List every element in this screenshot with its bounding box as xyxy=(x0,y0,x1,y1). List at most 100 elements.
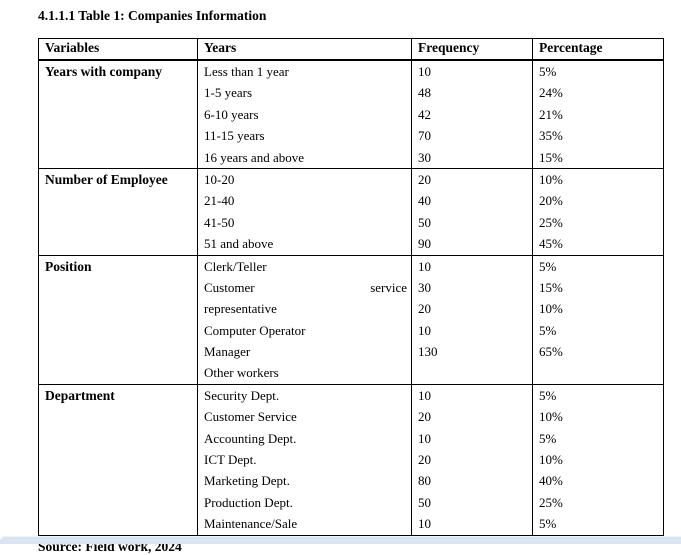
years-value-right: service xyxy=(370,279,407,295)
table-group-row: Department Security Dept. Customer Service… xyxy=(38,383,664,536)
years-cell: Less than 1 year 1-5 years 6-10 years 11-15… xyxy=(197,59,412,169)
years-value: 41-50 xyxy=(204,214,235,230)
frequency-value: 70 xyxy=(418,128,431,144)
frequency-value: 130 xyxy=(418,344,438,360)
years-value: 16 years and above xyxy=(204,149,304,165)
years-value: Computer Operator xyxy=(204,322,306,338)
frequency-value: 10 xyxy=(418,258,431,274)
percentage-value: 5% xyxy=(539,322,557,338)
frequency-value: 50 xyxy=(418,494,431,510)
frequency-value: 80 xyxy=(418,473,431,489)
years-value: 11-15 years xyxy=(204,128,265,144)
years-value: Manager xyxy=(204,344,251,360)
column-header-frequency: Frequency xyxy=(411,38,533,61)
frequency-cell: 10 30 20 10 130 xyxy=(411,254,533,385)
percentage-value: 15% xyxy=(539,279,563,295)
years-value: 1-5 years xyxy=(204,85,253,101)
percentage-value: 10% xyxy=(539,171,563,187)
variable-cell: Years with company xyxy=(38,59,198,169)
variable-label: Department xyxy=(45,387,115,403)
years-cell: 10-20 21-40 41-50 51 and above xyxy=(197,167,412,256)
years-cell: Clerk/Teller Customer service representativ… xyxy=(197,254,412,385)
years-value: Maintenance/Sale xyxy=(204,516,298,532)
percentage-value: 5% xyxy=(539,64,557,79)
frequency-value: 50 xyxy=(418,214,431,230)
years-value: Production Dept. xyxy=(204,494,293,510)
frequency-value: 10 xyxy=(418,387,431,403)
frequency-value: 90 xyxy=(418,236,431,252)
years-value: 10-20 xyxy=(204,171,235,187)
percentage-cell: 5% 10% 5% 10% 40% 25% 5% xyxy=(532,383,664,536)
table-group-row: Years with company Less than 1 year 1-5 ye… xyxy=(38,59,664,169)
frequency-value: 30 xyxy=(418,279,431,295)
table-group-row: Number of Employee 10-20 21-40 41-50 51 and … xyxy=(38,167,664,256)
years-value: Other workers xyxy=(204,365,279,381)
column-header-years: Years xyxy=(197,38,412,61)
frequency-value: 20 xyxy=(418,171,431,187)
window-bottom-edge xyxy=(0,536,681,544)
percentage-cell: 10% 20% 25% 45% xyxy=(532,167,664,256)
companies-info-table: Variables Years Frequency Percentage Yea… xyxy=(38,38,664,536)
years-value: representative xyxy=(204,301,277,317)
frequency-cell: 10 20 10 20 80 50 10 xyxy=(411,383,533,536)
variable-label: Number of Employee xyxy=(45,171,168,187)
years-value: ICT Dept. xyxy=(204,452,257,468)
frequency-cell: 20 40 50 90 xyxy=(411,167,533,256)
frequency-value: 40 xyxy=(418,193,431,209)
years-value: Security Dept. xyxy=(204,387,280,403)
frequency-value: 30 xyxy=(418,149,431,165)
years-value: Clerk/Teller xyxy=(204,258,267,274)
percentage-value: 65% xyxy=(539,344,563,360)
percentage-value: 5% xyxy=(539,387,557,403)
frequency-value: 48 xyxy=(418,85,431,101)
percentage-cell: 5% 24% 21% 35% 15% xyxy=(532,59,664,169)
percentage-value: 10% xyxy=(539,301,563,317)
frequency-value: 10 xyxy=(418,322,431,338)
years-value-justified: Customer service xyxy=(198,277,411,298)
percentage-value xyxy=(533,362,663,383)
years-value: 21-40 xyxy=(204,193,235,209)
percentage-value: 21% xyxy=(539,106,563,122)
frequency-value: 20 xyxy=(418,409,431,425)
frequency-value: 10 xyxy=(418,430,431,446)
percentage-value: 10% xyxy=(539,409,563,425)
variable-cell: Number of Employee xyxy=(38,167,198,256)
percentage-value: 15% xyxy=(539,149,563,165)
column-header-percentage: Percentage xyxy=(532,38,664,61)
years-value: 6-10 years xyxy=(204,106,259,122)
frequency-value: 42 xyxy=(418,106,431,122)
years-cell: Security Dept. Customer Service Accounting… xyxy=(197,383,412,536)
percentage-value: 25% xyxy=(539,494,563,510)
years-value: 51 and above xyxy=(204,236,274,252)
column-header-variables: Variables xyxy=(38,38,198,61)
percentage-value: 10% xyxy=(539,452,563,468)
frequency-value: 20 xyxy=(418,301,431,317)
years-value: Less than 1 year xyxy=(204,64,289,79)
table-group-row: Position Clerk/Teller Customer service repre… xyxy=(38,254,664,385)
table-caption: 4.1.1.1 Table 1: Companies Information xyxy=(38,8,267,23)
percentage-value: 24% xyxy=(539,85,563,101)
years-value-left: Customer xyxy=(204,279,255,295)
variable-label: Position xyxy=(45,258,92,274)
percentage-value: 5% xyxy=(539,516,557,532)
variable-cell: Position xyxy=(38,254,198,385)
frequency-value: 10 xyxy=(418,64,431,79)
table-header-row: Variables Years Frequency Percentage xyxy=(38,38,664,61)
frequency-value: 20 xyxy=(418,452,431,468)
variable-label: Years with company xyxy=(45,64,162,79)
percentage-value: 45% xyxy=(539,236,563,252)
percentage-value: 25% xyxy=(539,214,563,230)
years-value: Customer Service xyxy=(204,409,297,425)
percentage-value: 35% xyxy=(539,128,563,144)
percentage-cell: 5% 15% 10% 5% 65% xyxy=(532,254,664,385)
years-value: Marketing Dept. xyxy=(204,473,290,489)
frequency-value xyxy=(412,362,532,383)
percentage-value: 40% xyxy=(539,473,563,489)
years-value: Accounting Dept. xyxy=(204,430,297,446)
frequency-cell: 10 48 42 70 30 xyxy=(411,59,533,169)
percentage-value: 20% xyxy=(539,193,563,209)
variable-cell: Department xyxy=(38,383,198,536)
percentage-value: 5% xyxy=(539,430,557,446)
frequency-value: 10 xyxy=(418,516,431,532)
